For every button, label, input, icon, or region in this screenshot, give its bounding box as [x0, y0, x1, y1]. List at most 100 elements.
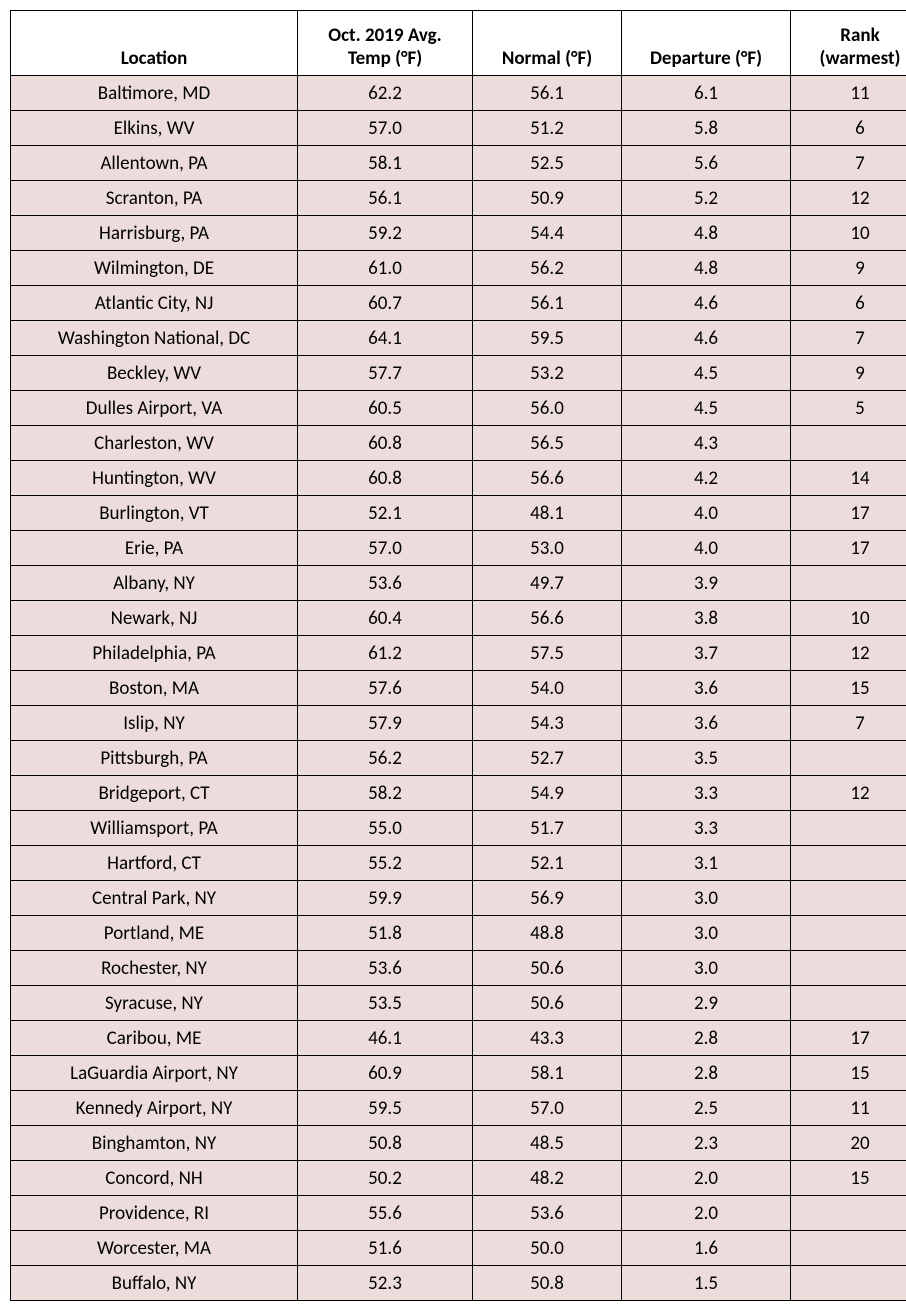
- table-cell: 52.5: [473, 146, 622, 181]
- table-cell: 51.8: [298, 916, 473, 951]
- table-cell: 6: [791, 111, 906, 146]
- table-cell: 55.0: [298, 811, 473, 846]
- table-cell: Islip, NY: [11, 706, 298, 741]
- column-header-1: Oct. 2019 Avg.Temp (°F): [298, 11, 473, 76]
- table-row: Harrisburg, PA59.254.44.810: [11, 216, 906, 251]
- column-header-3: Departure (°F): [622, 11, 791, 76]
- table-cell: 4.6: [622, 286, 791, 321]
- table-cell: 3.3: [622, 811, 791, 846]
- table-cell: Washington National, DC: [11, 321, 298, 356]
- table-row: Binghamton, NY50.848.52.320: [11, 1126, 906, 1161]
- table-cell: Hartford, CT: [11, 846, 298, 881]
- table-cell: [791, 881, 906, 916]
- table-cell: 54.4: [473, 216, 622, 251]
- table-cell: 57.0: [298, 111, 473, 146]
- table-cell: 43.3: [473, 1021, 622, 1056]
- column-header-0: Location: [11, 11, 298, 76]
- table-cell: 48.5: [473, 1126, 622, 1161]
- table-cell: 58.1: [298, 146, 473, 181]
- table-row: Concord, NH50.248.22.015: [11, 1161, 906, 1196]
- table-cell: 3.3: [622, 776, 791, 811]
- table-cell: [791, 741, 906, 776]
- table-row: Atlantic City, NJ60.756.14.66: [11, 286, 906, 321]
- table-cell: 57.6: [298, 671, 473, 706]
- table-cell: 2.8: [622, 1056, 791, 1091]
- table-cell: Worcester, MA: [11, 1231, 298, 1266]
- table-cell: [791, 1266, 906, 1301]
- temperature-table: LocationOct. 2019 Avg.Temp (°F)Normal (°…: [10, 10, 906, 1301]
- table-cell: Buffalo, NY: [11, 1266, 298, 1301]
- table-cell: Atlantic City, NJ: [11, 286, 298, 321]
- table-row: Allentown, PA58.152.55.67: [11, 146, 906, 181]
- table-cell: [791, 916, 906, 951]
- table-cell: 9: [791, 356, 906, 391]
- table-cell: Bridgeport, CT: [11, 776, 298, 811]
- table-cell: 15: [791, 671, 906, 706]
- table-cell: 49.7: [473, 566, 622, 601]
- table-cell: 4.8: [622, 216, 791, 251]
- table-cell: 53.0: [473, 531, 622, 566]
- table-row: Burlington, VT52.148.14.017: [11, 496, 906, 531]
- table-cell: 3.6: [622, 671, 791, 706]
- table-cell: 60.8: [298, 461, 473, 496]
- table-cell: 50.8: [298, 1126, 473, 1161]
- table-cell: 52.7: [473, 741, 622, 776]
- table-cell: 60.4: [298, 601, 473, 636]
- table-row: Hartford, CT55.252.13.1: [11, 846, 906, 881]
- table-cell: 5.8: [622, 111, 791, 146]
- table-cell: [791, 1231, 906, 1266]
- table-row: Erie, PA57.053.04.017: [11, 531, 906, 566]
- table-cell: 50.6: [473, 951, 622, 986]
- table-cell: Elkins, WV: [11, 111, 298, 146]
- table-cell: 53.6: [473, 1196, 622, 1231]
- table-row: Central Park, NY59.956.93.0: [11, 881, 906, 916]
- table-cell: [791, 811, 906, 846]
- table-cell: 17: [791, 531, 906, 566]
- table-cell: 59.9: [298, 881, 473, 916]
- table-cell: 20: [791, 1126, 906, 1161]
- table-cell: 7: [791, 706, 906, 741]
- table-header: LocationOct. 2019 Avg.Temp (°F)Normal (°…: [11, 11, 906, 76]
- table-cell: [791, 566, 906, 601]
- table-cell: 55.2: [298, 846, 473, 881]
- table-cell: 57.9: [298, 706, 473, 741]
- table-row: Kennedy Airport, NY59.557.02.511: [11, 1091, 906, 1126]
- table-cell: Albany, NY: [11, 566, 298, 601]
- table-cell: Allentown, PA: [11, 146, 298, 181]
- table-cell: 15: [791, 1161, 906, 1196]
- table-row: Huntington, WV60.856.64.214: [11, 461, 906, 496]
- table-row: Rochester, NY53.650.63.0: [11, 951, 906, 986]
- table-cell: 2.0: [622, 1161, 791, 1196]
- table-cell: Caribou, ME: [11, 1021, 298, 1056]
- table-cell: 56.1: [298, 181, 473, 216]
- table-row: Wilmington, DE61.056.24.89: [11, 251, 906, 286]
- table-row: Washington National, DC64.159.54.67: [11, 321, 906, 356]
- table-cell: 51.7: [473, 811, 622, 846]
- table-cell: 17: [791, 1021, 906, 1056]
- table-cell: Baltimore, MD: [11, 76, 298, 111]
- table-row: Bridgeport, CT58.254.93.312: [11, 776, 906, 811]
- table-cell: Kennedy Airport, NY: [11, 1091, 298, 1126]
- table-cell: 61.2: [298, 636, 473, 671]
- table-cell: 2.9: [622, 986, 791, 1021]
- table-cell: 57.0: [298, 531, 473, 566]
- table-cell: 17: [791, 496, 906, 531]
- table-cell: 5: [791, 391, 906, 426]
- table-row: Baltimore, MD62.256.16.111: [11, 76, 906, 111]
- table-cell: 53.5: [298, 986, 473, 1021]
- table-cell: 11: [791, 1091, 906, 1126]
- table-cell: 53.6: [298, 566, 473, 601]
- table-cell: 3.6: [622, 706, 791, 741]
- table-row: Portland, ME51.848.83.0: [11, 916, 906, 951]
- table-cell: 50.8: [473, 1266, 622, 1301]
- table-cell: 56.6: [473, 601, 622, 636]
- table-cell: 6: [791, 286, 906, 321]
- table-cell: 56.2: [473, 251, 622, 286]
- table-cell: 53.6: [298, 951, 473, 986]
- table-cell: 56.1: [473, 76, 622, 111]
- table-cell: Wilmington, DE: [11, 251, 298, 286]
- table-cell: Boston, MA: [11, 671, 298, 706]
- column-header-2: Normal (°F): [473, 11, 622, 76]
- table-cell: 53.2: [473, 356, 622, 391]
- table-cell: 56.5: [473, 426, 622, 461]
